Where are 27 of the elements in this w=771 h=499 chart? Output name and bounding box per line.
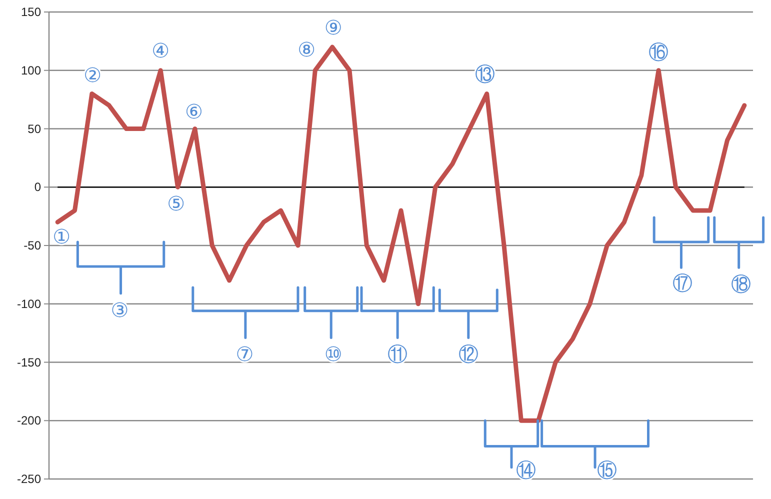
annotation: ⑪: [388, 344, 408, 366]
annotation: ⑮: [597, 460, 618, 482]
annotation: ③: [110, 300, 129, 322]
y-tick-label: 100: [20, 63, 42, 78]
annotation: ⑯: [648, 42, 669, 64]
annotation: ②: [84, 65, 102, 88]
annotation: ⑭: [516, 460, 536, 482]
y-tick-label: -50: [24, 238, 42, 252]
y-tick-label: -200: [16, 414, 42, 428]
y-tick-label: 150: [20, 5, 42, 19]
y-tick-label: 50: [28, 122, 42, 136]
annotation: ⑱: [730, 274, 751, 296]
annotation: ⑰: [672, 273, 693, 296]
annotation: ⑧: [298, 40, 316, 62]
annotation: ⑨: [324, 17, 342, 40]
y-tick-label: -100: [16, 296, 42, 311]
annotation: ⑫: [458, 344, 479, 366]
y-tick-label: -150: [16, 355, 42, 370]
annotation: ⑬: [475, 64, 496, 86]
annotation: ⑥: [184, 101, 203, 124]
annotation: ⑦: [236, 344, 254, 366]
y-tick-label: -250: [16, 472, 42, 486]
annotation: ④: [152, 40, 170, 63]
y-tick-label: 0: [34, 180, 42, 194]
annotation: ①: [52, 226, 71, 248]
annotation: ⑩: [324, 344, 342, 366]
annotation: ⑤: [167, 194, 186, 216]
